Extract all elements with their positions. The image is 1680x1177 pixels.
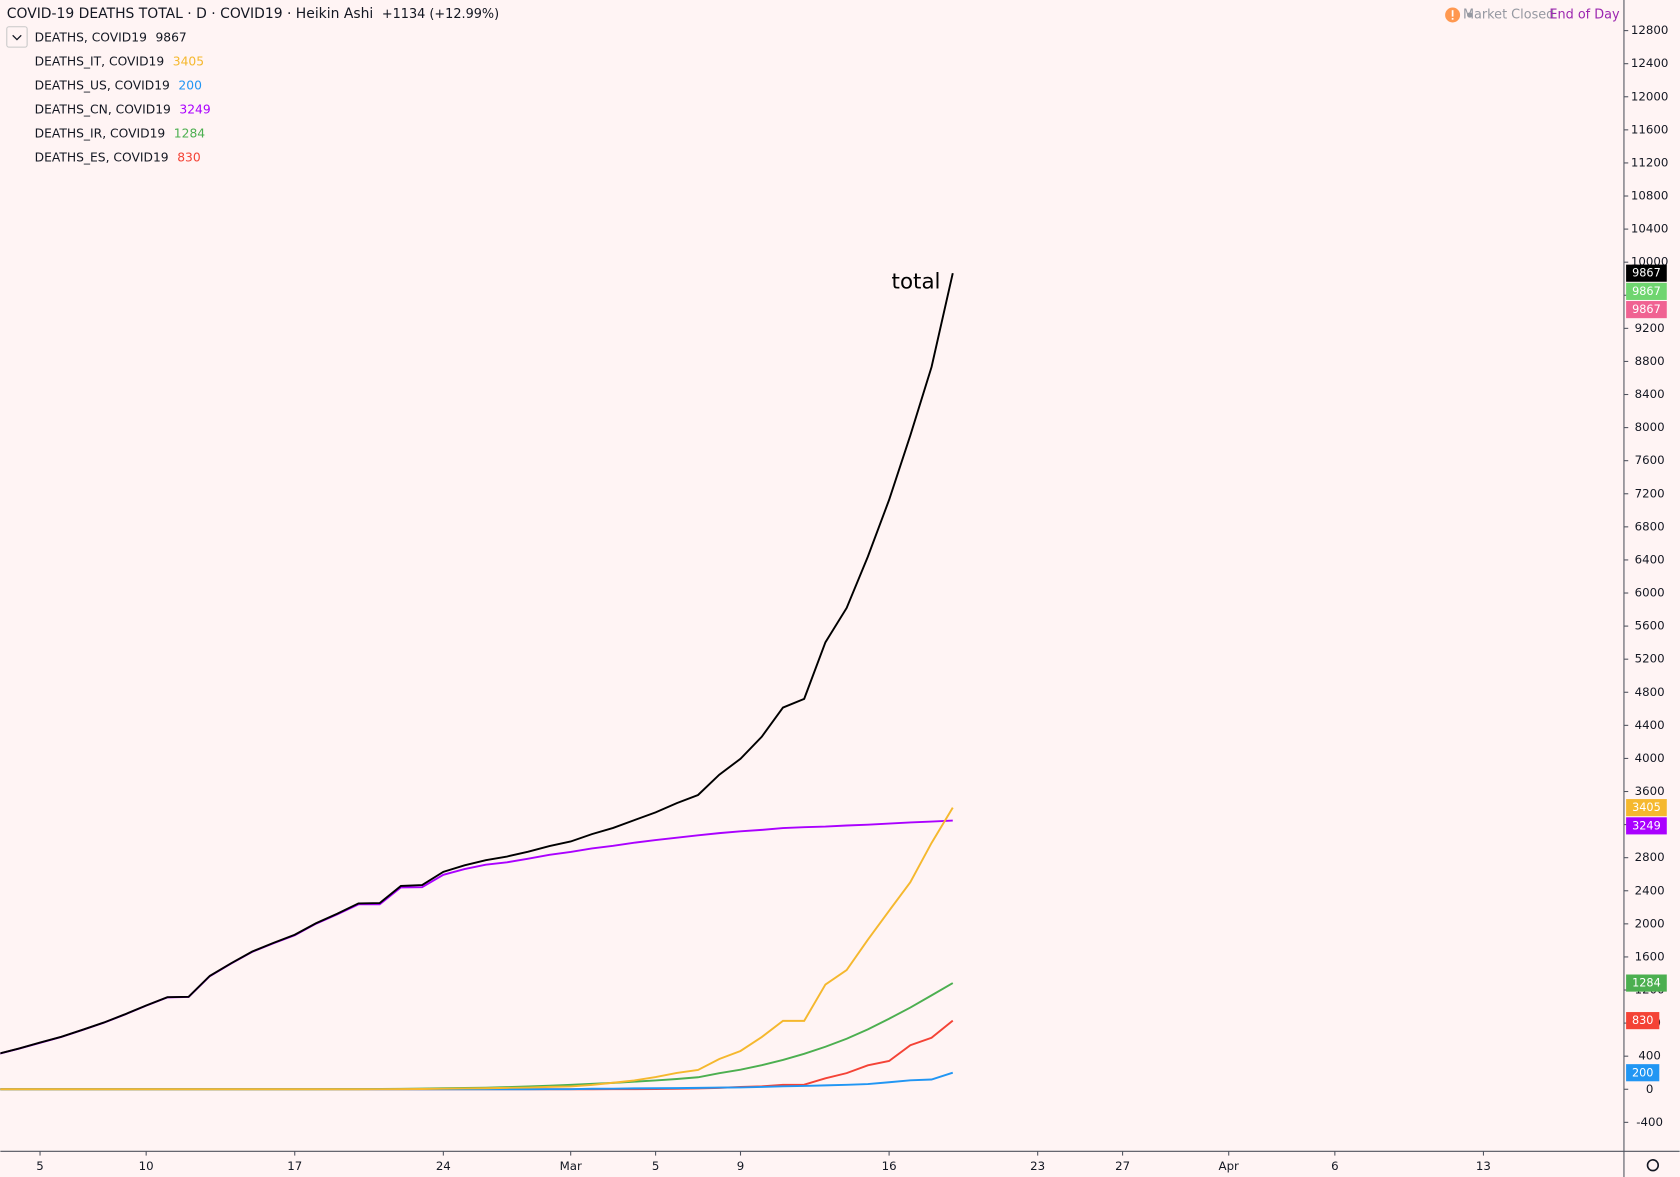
price-badge-label: 3405 — [1632, 801, 1661, 814]
legend-entry: DEATHS_IR, COVID19 1284 — [35, 126, 206, 140]
y-tick-label: 10400 — [1631, 222, 1668, 236]
price-badge — [1626, 817, 1667, 835]
y-tick-label: 7600 — [1635, 453, 1665, 467]
status-dot — [1467, 12, 1473, 18]
warning-mark — [1451, 10, 1454, 17]
legend-value: 3249 — [179, 102, 210, 116]
legend-name: DEATHS_IT, COVID19 — [35, 54, 165, 68]
y-tick-label: 6000 — [1635, 586, 1665, 600]
market-status: Market Closed — [1463, 7, 1554, 22]
price-badge-label: 9867 — [1632, 303, 1661, 316]
legend-entry: DEATHS_IT, COVID19 3405 — [35, 54, 204, 68]
price-badge — [1626, 301, 1667, 319]
x-tick-label: 6 — [1331, 1159, 1339, 1173]
session[interactable]: End of Day — [1549, 7, 1620, 22]
legend-value: 1284 — [174, 126, 205, 140]
y-tick-label: 2800 — [1635, 850, 1665, 864]
legend-value: 3405 — [173, 54, 204, 68]
price-badge — [1626, 264, 1667, 282]
y-tick-label: 8000 — [1635, 420, 1665, 434]
y-tick-label: 3600 — [1635, 784, 1665, 798]
settings-icon[interactable] — [1646, 1159, 1660, 1172]
legend-name: DEATHS_US, COVID19 — [35, 78, 170, 92]
x-tick-label: 23 — [1030, 1159, 1045, 1173]
header: COVID-19 DEATHS TOTAL · D · COVID19 · He… — [7, 6, 499, 22]
legend-toggle[interactable] — [6, 26, 28, 48]
price-badge-label: 9867 — [1632, 285, 1661, 298]
y-tick-label: 4000 — [1635, 751, 1665, 765]
y-tick-label: 11600 — [1631, 122, 1668, 136]
price-badge — [1626, 282, 1667, 300]
y-tick-label: 6800 — [1635, 519, 1665, 533]
legend-value: 830 — [177, 150, 200, 164]
y-tick-label: 5600 — [1635, 619, 1665, 633]
y-tick-label: 4400 — [1635, 718, 1665, 732]
plot-area — [0, 272, 954, 1091]
y-tick-label: 12400 — [1631, 56, 1668, 70]
legend-entry: DEATHS_US, COVID19 200 — [35, 78, 202, 92]
y-tick-label: 6400 — [1635, 552, 1665, 566]
x-tick-label: 27 — [1115, 1159, 1130, 1173]
y-tick-label: 1600 — [1635, 949, 1665, 963]
legend-name: DEATHS_IR, COVID19 — [35, 126, 166, 140]
price-badge — [1626, 1064, 1660, 1082]
series-line — [0, 807, 954, 1091]
x-tick-label: 10 — [139, 1159, 154, 1173]
legend-value: 200 — [178, 78, 201, 92]
y-tick-label: 7200 — [1635, 486, 1665, 500]
y-tick-label: 12800 — [1631, 23, 1668, 37]
x-tick-label: Apr — [1219, 1159, 1240, 1173]
x-tick-label: 24 — [436, 1159, 451, 1173]
y-tick-label: 4800 — [1635, 685, 1665, 699]
y-tick-label: 0 — [1646, 1082, 1653, 1096]
legend-name: DEATHS_ES, COVID19 — [35, 150, 169, 164]
legend-name: DEATHS, COVID19 — [35, 30, 147, 44]
x-tick-label: 16 — [882, 1159, 897, 1173]
price-badge — [1626, 974, 1667, 992]
x-tick-label: Mar — [560, 1159, 582, 1173]
x-tick-label: 13 — [1476, 1159, 1491, 1173]
x-tick-label: 9 — [737, 1159, 745, 1173]
price-badge-label: 200 — [1632, 1066, 1653, 1079]
chevron-icon — [12, 34, 22, 41]
y-tick-label: 2000 — [1635, 916, 1665, 930]
chart-title: COVID-19 DEATHS TOTAL · D · COVID19 · He… — [7, 6, 374, 22]
y-tick-label: 11200 — [1631, 155, 1668, 169]
price-badge-label: 830 — [1632, 1014, 1653, 1027]
price-badge — [1626, 1012, 1660, 1030]
legend-entry: DEATHS_CN, COVID19 3249 — [35, 102, 211, 116]
y-tick-label: 12000 — [1631, 89, 1668, 103]
series-line — [0, 272, 954, 1055]
y-tick-label: 2400 — [1635, 883, 1665, 897]
legend-name: DEATHS_CN, COVID19 — [35, 102, 171, 116]
y-tick-label: 5200 — [1635, 652, 1665, 666]
price-badge-label: 9867 — [1632, 267, 1661, 280]
price-badge-label: 3249 — [1632, 819, 1661, 832]
y-tick-label: 8800 — [1635, 354, 1665, 368]
price-badge-label: 1284 — [1632, 977, 1661, 990]
y-tick-label: 10800 — [1631, 189, 1668, 203]
price-badge — [1626, 799, 1667, 817]
legend-entry: DEATHS, COVID19 9867 — [35, 30, 187, 44]
y-tick-label: 9200 — [1635, 321, 1665, 335]
x-tick-label: 17 — [287, 1159, 302, 1173]
y-tick-label: -400 — [1636, 1115, 1663, 1129]
annotation: total — [892, 270, 941, 295]
change: +1134 (+12.99%) — [382, 6, 499, 21]
y-tick-label: 400 — [1638, 1049, 1660, 1063]
warning-dot — [1451, 17, 1454, 20]
x-tick-label: 5 — [652, 1159, 660, 1173]
legend-entry: DEATHS_ES, COVID19 830 — [35, 150, 201, 164]
x-tick-label: 5 — [36, 1159, 43, 1173]
legend-value: 9867 — [155, 30, 186, 44]
y-tick-label: 8400 — [1635, 387, 1665, 401]
